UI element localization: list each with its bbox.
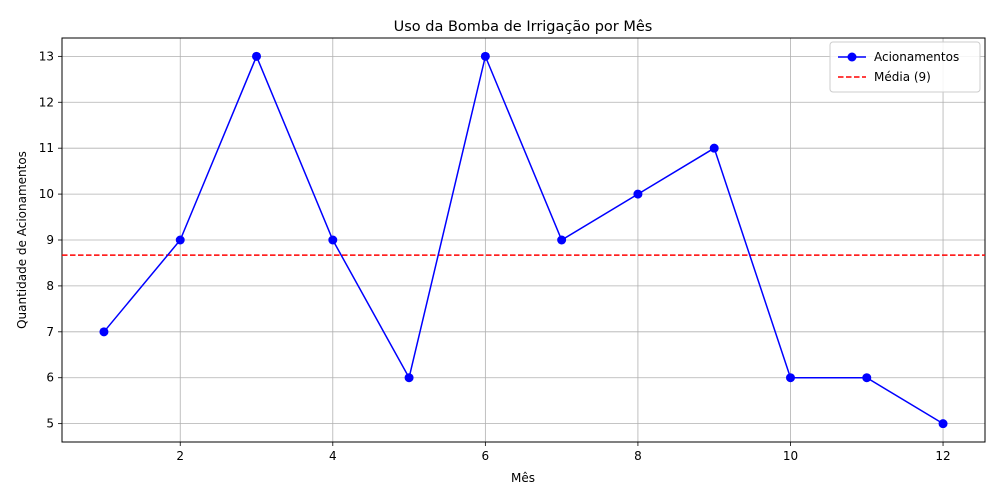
y-tick-label: 12: [39, 95, 54, 109]
y-tick-label: 11: [39, 141, 54, 155]
series-line-acionamentos: [103, 53, 944, 425]
x-tick-label: 8: [634, 449, 642, 463]
legend-frame: [829, 41, 981, 93]
y-axis: 5 6 7 8 9 10 11 12 13: [39, 49, 62, 431]
data-point: [480, 51, 490, 61]
y-tick-label: 9: [46, 233, 54, 247]
data-point: [99, 327, 109, 337]
y-tick-label: 8: [46, 279, 54, 293]
x-tick-label: 4: [329, 449, 337, 463]
y-tick-label: 5: [46, 417, 54, 431]
grid: [62, 38, 985, 442]
data-point: [404, 373, 414, 383]
x-axis: 2 4 6 8 10 12: [176, 442, 951, 463]
data-point: [252, 51, 262, 61]
x-tick-label: 10: [783, 449, 798, 463]
y-tick-label: 13: [39, 49, 54, 63]
data-point: [709, 143, 719, 153]
series-layer: [99, 51, 948, 429]
chart-title: Uso da Bomba de Irrigação por Mês: [394, 19, 653, 35]
x-axis-label: Mês: [511, 471, 535, 485]
legend-marker-acionamentos: [847, 52, 857, 62]
x-tick-label: 2: [176, 449, 184, 463]
data-point: [785, 373, 795, 383]
y-axis-label: Quantidade de Acionamentos: [15, 151, 29, 329]
data-point: [862, 373, 872, 383]
y-tick-label: 10: [39, 187, 54, 201]
x-tick-label: 6: [482, 449, 490, 463]
legend-label-acionamentos: Acionamentos: [874, 50, 959, 64]
data-point: [175, 235, 185, 245]
data-point: [633, 189, 643, 199]
data-point: [557, 235, 567, 245]
data-point: [938, 419, 948, 429]
x-tick-label: 12: [935, 449, 950, 463]
data-point: [328, 235, 338, 245]
legend: Acionamentos Média (9): [829, 41, 981, 93]
y-tick-label: 6: [46, 371, 54, 385]
y-tick-label: 7: [46, 325, 54, 339]
legend-label-media: Média (9): [874, 70, 931, 84]
